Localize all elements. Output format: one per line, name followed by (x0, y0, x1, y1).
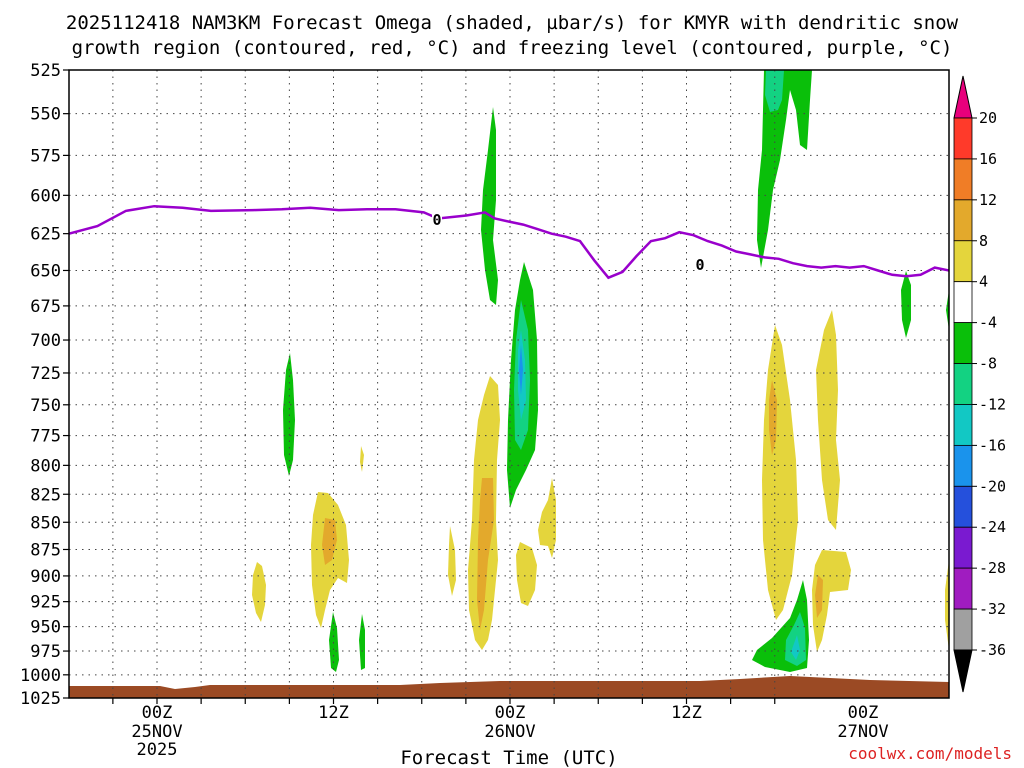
x-tick-date: 27NOV (837, 722, 888, 742)
colorbar-bin (953, 526, 973, 569)
omega-blue-area (519, 345, 523, 395)
colorbar-label: 12 (979, 191, 997, 209)
credit-text: coolwx.com/models (848, 744, 1012, 763)
y-tick-label: 950 (30, 618, 61, 638)
y-tick-label: 600 (30, 186, 61, 206)
y-tick-label: 975 (30, 642, 61, 662)
colorbar-bin (953, 158, 973, 201)
colorbar-label: -32 (979, 600, 1006, 618)
colorbar-bin (953, 281, 973, 324)
y-tick-label: 875 (30, 540, 61, 560)
omega-green-area (757, 70, 812, 268)
y-tick-label: 575 (30, 146, 61, 166)
y-tick-label: 925 (30, 593, 61, 613)
plot-frame (68, 69, 950, 699)
y-tick-label: 675 (30, 297, 61, 317)
y-tick-label: 650 (30, 261, 61, 281)
y-tick-label: 775 (30, 427, 61, 447)
colorbar-bin (953, 363, 973, 405)
y-tick-label: 1025 (20, 689, 61, 709)
colorbar-label: 4 (979, 273, 988, 291)
colorbar-bin (953, 567, 973, 610)
y-tick-label: 625 (30, 225, 61, 245)
colorbar-label: -36 (979, 641, 1006, 659)
x-tick-label: 00Z (495, 703, 526, 723)
colorbar-bin (953, 199, 973, 242)
freezing-level-contour (69, 204, 949, 280)
chart-title-line1: 2025112418 NAM3KM Forecast Omega (shaded… (66, 12, 959, 34)
y-tick-label: 725 (30, 364, 61, 384)
chart-title-line2: growth region (contoured, red, °C) and f… (72, 37, 953, 59)
omega-teal-area (785, 612, 806, 666)
omega-shading (69, 70, 949, 698)
colorbar-bin (953, 240, 973, 283)
colorbar-bin (953, 117, 973, 160)
y-tick-label: 825 (30, 485, 61, 505)
colorbar-label: 20 (979, 109, 997, 127)
y-tick-label: 800 (30, 456, 61, 476)
x-tick-date: 25NOV (131, 722, 182, 742)
colorbar-top-arrow (953, 75, 973, 119)
y-tick-label: 750 (30, 396, 61, 416)
omega-cyan-area (791, 635, 800, 660)
y-axis: 525 550 575 600 625 650 675 700 725 750 775 800 825 8… (20, 61, 776, 709)
plot-area: 00 (68, 69, 950, 699)
colorbar-label: -20 (979, 477, 1006, 495)
colorbar-label: -4 (979, 314, 997, 332)
grid-lines (69, 70, 949, 698)
x-tick-label: 12Z (318, 703, 349, 723)
terrain-ground (69, 676, 949, 698)
omega-orange-area (322, 518, 337, 565)
omega-green-area (359, 614, 365, 670)
colorbar-bin (953, 608, 973, 651)
omega-yellow-area (516, 542, 537, 606)
freezing-label-background (695, 258, 705, 272)
omega-orange-area (815, 575, 823, 618)
x-tick-year: 2025 (137, 740, 178, 760)
omega-yellow-area (816, 310, 840, 530)
colorbar-bin (953, 404, 973, 446)
x-tick-date: 26NOV (484, 722, 535, 742)
y-tick-label: 700 (30, 331, 61, 351)
x-tick-label: 00Z (848, 703, 879, 723)
freezing-level-label: 0 (432, 211, 441, 229)
y-tick-label: 550 (30, 105, 61, 125)
colorbar-bin (953, 485, 973, 528)
x-axis-label: Forecast Time (UTC) (400, 747, 617, 768)
colorbar-label: -8 (979, 355, 997, 373)
freezing-label-background (432, 213, 442, 227)
omega-yellow-area (538, 478, 556, 558)
freezing-level-label: 0 (695, 256, 704, 274)
colorbar-legend: 20 16 12 8 4 -4 -8 -12 -16 -20 -24 -28 -32 -36 (953, 75, 1006, 693)
omega-yellow-area (360, 446, 364, 472)
colorbar-bin (953, 322, 973, 364)
rising-motion-areas (252, 310, 949, 652)
y-tick-label: 850 (30, 513, 61, 533)
omega-yellow-area (252, 562, 266, 622)
x-tick-label: 00Z (142, 703, 173, 723)
colorbar-label: -24 (979, 518, 1006, 536)
omega-green-area (901, 271, 911, 338)
colorbar-label: 16 (979, 150, 997, 168)
omega-yellow-area (812, 550, 851, 652)
omega-orange-area (769, 380, 777, 455)
omega-orange-area (477, 478, 494, 630)
colorbar-bin (953, 444, 973, 487)
colorbar-label: -28 (979, 559, 1006, 577)
x-tick-label: 12Z (671, 703, 702, 723)
colorbar-label: -16 (979, 436, 1006, 454)
freezing-level-labels: 00 (432, 211, 705, 274)
colorbar-label: 8 (979, 232, 988, 250)
y-tick-label: 525 (30, 61, 61, 81)
colorbar-bottom-arrow (953, 649, 973, 693)
y-tick-label: 1000 (20, 666, 61, 686)
y-tick-label: 900 (30, 567, 61, 587)
omega-yellow-area (945, 560, 949, 650)
colorbar-label: -12 (979, 395, 1006, 413)
omega-green-area (481, 107, 498, 305)
omega-yellow-area (448, 526, 456, 596)
